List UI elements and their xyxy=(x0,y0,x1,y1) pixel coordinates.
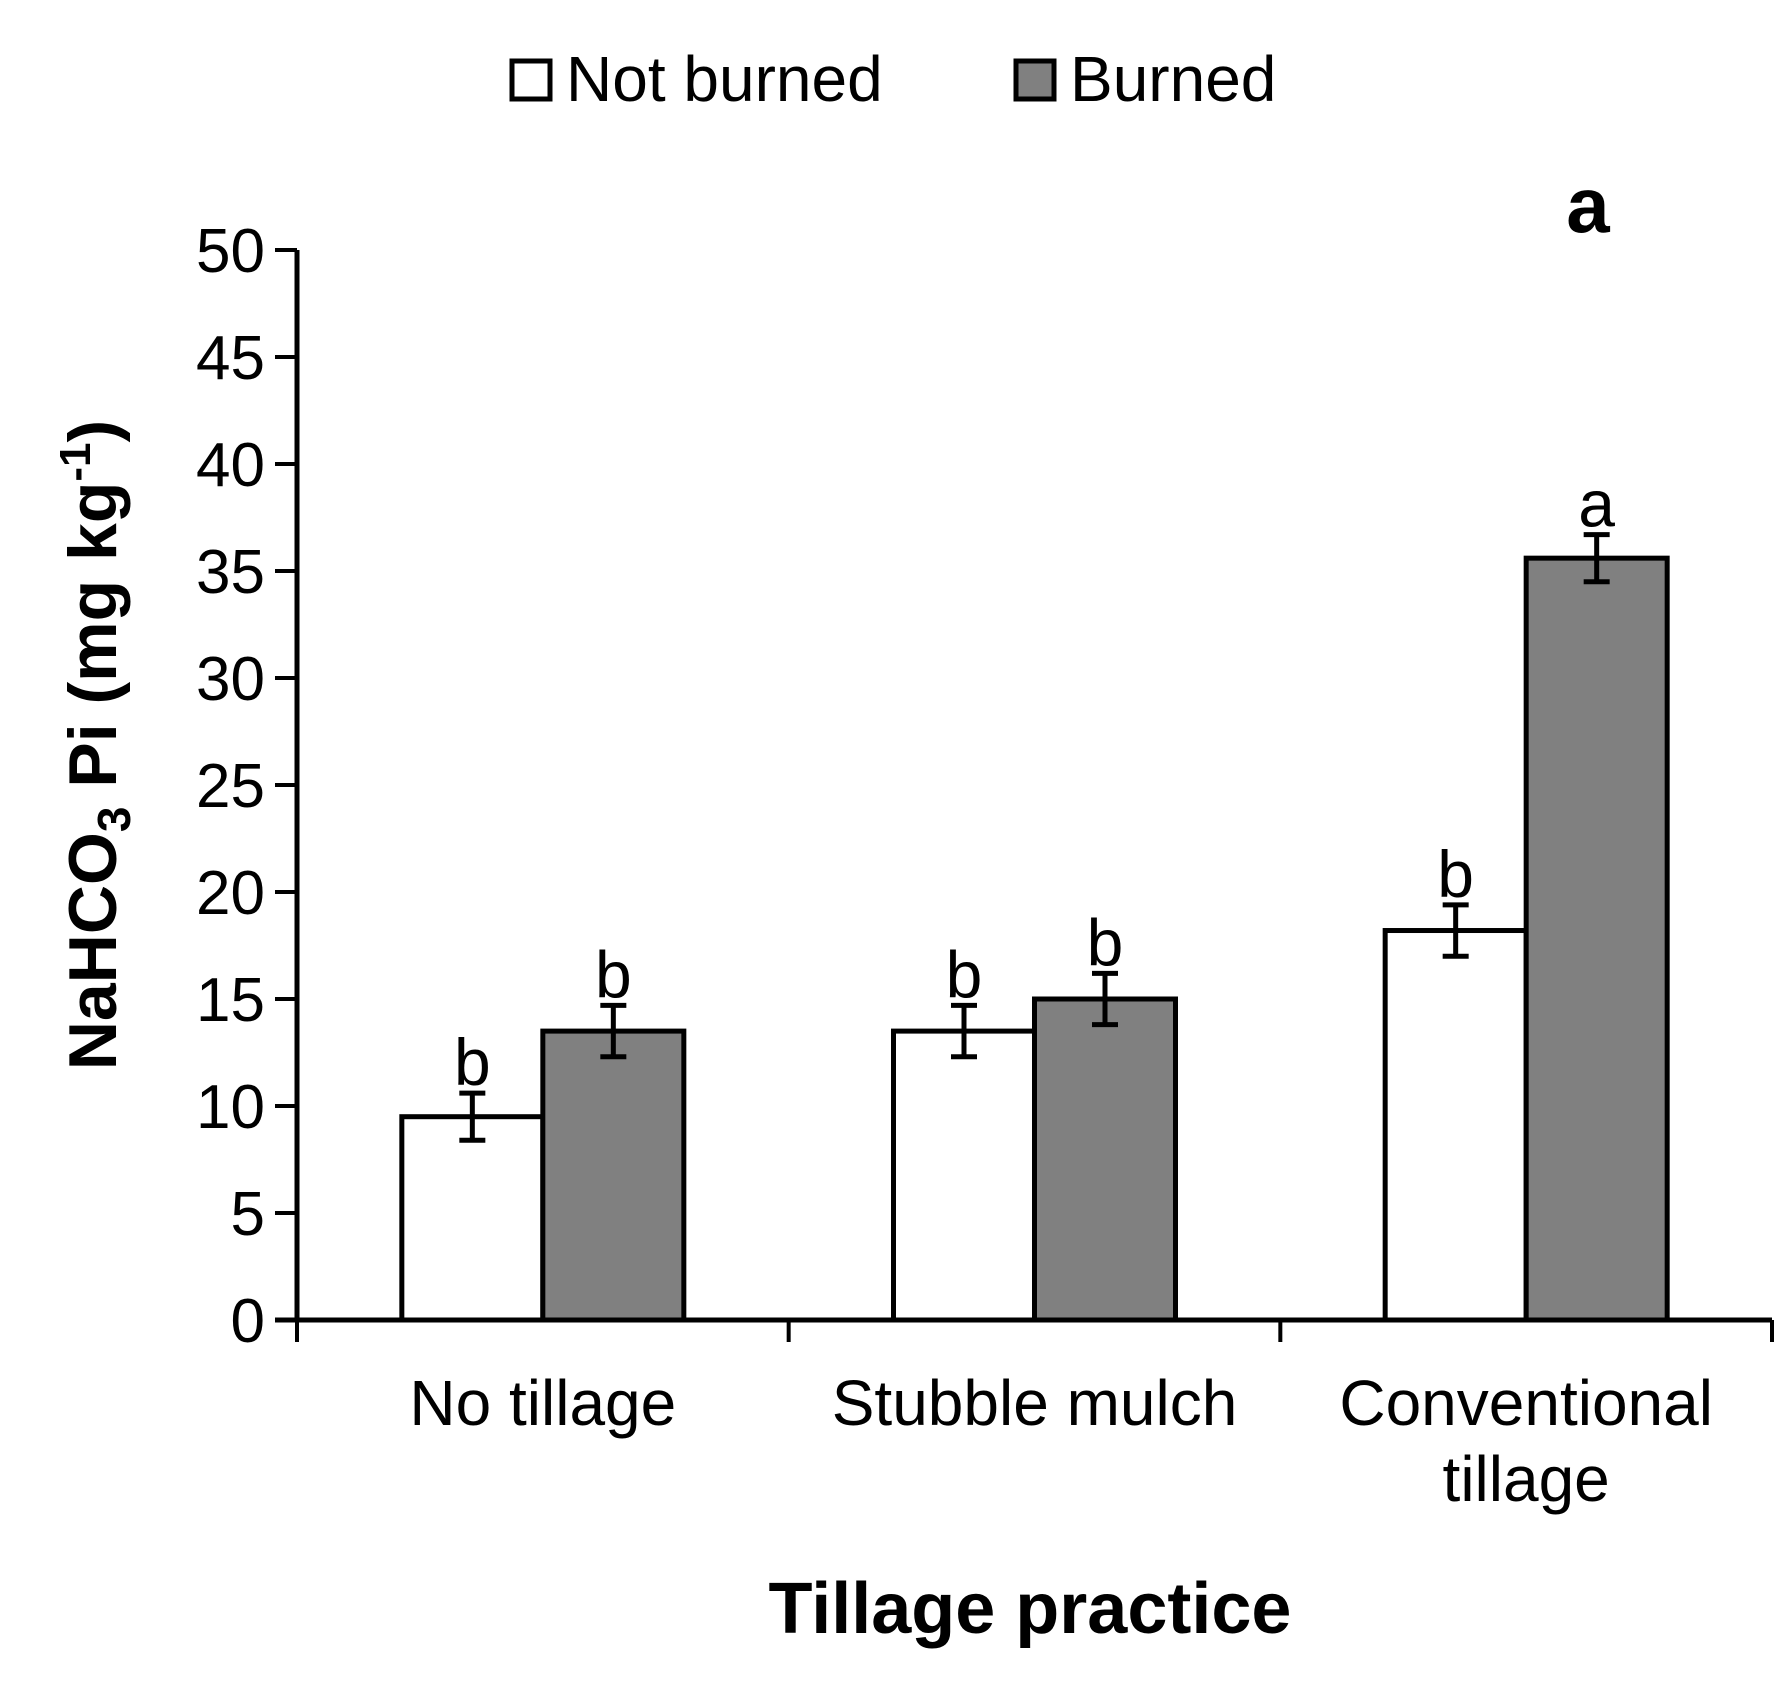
plot-area: 0 5 10 15 20 25 30 35 40 45 50 No tillage Stubble mu… xyxy=(196,217,1774,1515)
significance-letter: b xyxy=(946,937,983,1011)
significance-letter: b xyxy=(1087,905,1124,979)
y-tick-label: 35 xyxy=(196,538,265,607)
y-tick-label: 20 xyxy=(196,859,265,928)
bar-not-burned xyxy=(399,1114,546,1323)
bar-not-burned xyxy=(1382,928,1529,1323)
x-axis-title: Tillage practice xyxy=(769,1569,1292,1649)
y-tick-label: 40 xyxy=(196,431,265,500)
y-axis-title-rest: Pi (mg kg xyxy=(55,482,131,807)
significance-letter: b xyxy=(595,937,632,1011)
panel-label: a xyxy=(1566,161,1610,249)
x-category-label: No tillage xyxy=(409,1367,676,1439)
significance-letter: a xyxy=(1578,467,1615,541)
y-axis-title-main: NaHCO xyxy=(55,832,131,1070)
significance-letter: b xyxy=(1437,837,1474,911)
x-category-label: Stubble mulch xyxy=(832,1367,1238,1439)
y-tick-label: 30 xyxy=(196,645,265,714)
legend: Not burned Burned xyxy=(509,43,1276,115)
legend-swatch-not-burned xyxy=(509,58,553,102)
y-tick-label: 10 xyxy=(196,1073,265,1142)
y-tick-label: 45 xyxy=(196,324,265,393)
bar-burned xyxy=(1032,996,1178,1323)
y-axis-title-superscript: -1 xyxy=(51,442,100,481)
bar-burned xyxy=(1523,555,1670,1323)
legend-label-burned: Burned xyxy=(1070,43,1276,115)
y-axis-title-subscript: 3 xyxy=(88,807,140,833)
y-tick-label: 15 xyxy=(196,966,265,1035)
y-tick-label: 25 xyxy=(196,752,265,821)
bar-burned xyxy=(540,1028,687,1323)
y-tick-label: 5 xyxy=(231,1180,265,1249)
y-tick-label: 0 xyxy=(231,1287,265,1356)
bar-not-burned xyxy=(891,1028,1037,1323)
legend-swatch-burned xyxy=(1013,58,1057,102)
x-category-label: tillage xyxy=(1443,1443,1610,1515)
legend-label-not-burned: Not burned xyxy=(566,43,883,115)
y-tick-label: 50 xyxy=(196,217,265,286)
x-category-label: Conventional xyxy=(1339,1367,1713,1439)
y-axis-title-end: ) xyxy=(55,420,131,443)
y-axis-title: NaHCO3 Pi (mg kg-1) xyxy=(51,420,140,1070)
significance-letter: b xyxy=(454,1025,491,1099)
